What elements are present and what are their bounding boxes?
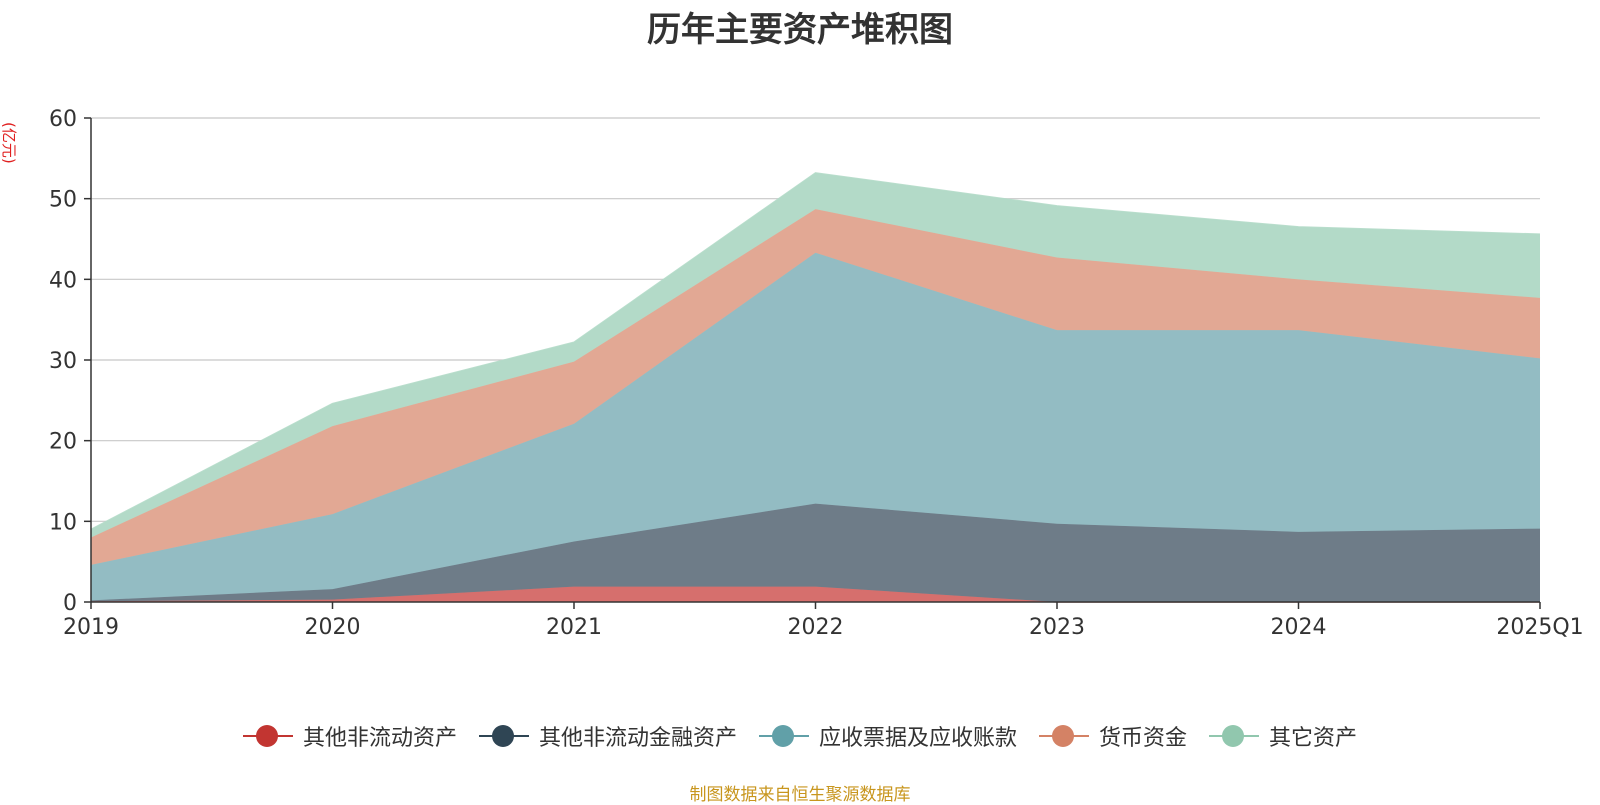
legend-dot	[255, 725, 278, 747]
legend-item[interactable]: 其他非流动资产	[242, 720, 457, 752]
x-tick-label: 2021	[546, 615, 602, 640]
x-tick-label: 2022	[788, 615, 844, 640]
area-series	[90, 172, 1541, 603]
legend-item[interactable]: 货币资金	[1039, 720, 1187, 752]
x-tick-label: 2019	[63, 615, 119, 640]
legend-label: 其他非流动资产	[302, 726, 457, 751]
legend-item[interactable]: 应收票据及应收账款	[758, 720, 1017, 752]
legend-dot	[771, 725, 794, 747]
legend-dot	[491, 725, 514, 747]
y-tick-label: 10	[49, 510, 77, 535]
area-series-0	[91, 586, 1540, 602]
data-source-note: 制图数据来自恒生聚源数据库	[689, 785, 911, 805]
x-tick-label: 2023	[1029, 615, 1085, 640]
area-series-3	[91, 209, 1540, 565]
y-tick-label: 30	[49, 349, 77, 374]
legend: 其他非流动资产 其他非流动金融资产 应收票据及应收账款 货币资金 其它资产	[0, 720, 1600, 752]
y-tick-label: 60	[49, 107, 77, 132]
chart-title: 历年主要资产堆积图	[647, 10, 953, 50]
legend-dot	[1222, 725, 1245, 747]
legend-label: 应收票据及应收账款	[818, 726, 1017, 751]
legend-marker-icon	[758, 724, 809, 748]
area-series-4	[91, 172, 1540, 538]
legend-marker-icon	[1209, 724, 1260, 748]
x-tick-label: 2025Q1	[1496, 615, 1583, 640]
x-tick-label: 2024	[1271, 615, 1327, 640]
legend-item[interactable]: 其它资产	[1209, 720, 1357, 752]
legend-label: 货币资金	[1099, 726, 1188, 751]
legend-marker-icon	[478, 724, 529, 748]
legend-item[interactable]: 其他非流动金融资产	[478, 720, 737, 752]
area-series-2	[91, 252, 1540, 601]
y-tick-label: 40	[49, 268, 77, 293]
y-tick-label: 20	[49, 430, 77, 455]
x-tick-label: 2020	[305, 615, 361, 640]
y-tick-label: 50	[49, 188, 77, 213]
legend-dot	[1052, 725, 1074, 747]
legend-label: 其他非流动金融资产	[538, 726, 737, 751]
area-edge-4	[90, 172, 1541, 531]
legend-marker-icon	[242, 724, 293, 748]
axes: 0 10 20 30 40 50 60 2019 2020 2021 2022 2023 2024 202…	[49, 107, 1584, 640]
legend-label: 其它资产	[1269, 726, 1358, 751]
legend-marker-icon	[1039, 724, 1089, 748]
y-tick-label: 0	[63, 591, 77, 616]
